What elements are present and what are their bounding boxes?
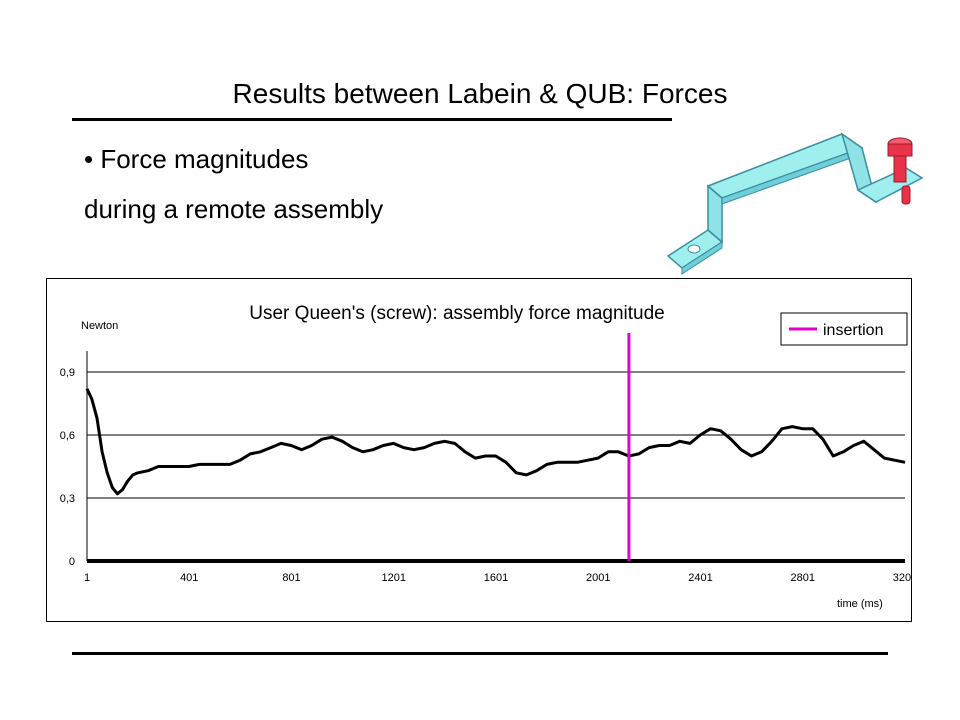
bracket-hole — [687, 244, 701, 254]
x-axis-unit-label: time (ms) — [837, 598, 883, 610]
x-tick-label: 3201 — [893, 572, 911, 584]
screw-tip — [901, 185, 911, 205]
y-tick-label: 0,9 — [60, 367, 75, 379]
screw-head — [887, 143, 913, 157]
footer-rule — [72, 652, 888, 655]
x-tick-label: 2801 — [791, 572, 815, 584]
x-tick-label: 1601 — [484, 572, 508, 584]
series-line-force-magnitude — [85, 388, 906, 496]
bullet-text: • Force magnitudes — [84, 144, 309, 174]
x-tick-label: 2001 — [586, 572, 610, 584]
screw-shaft — [893, 155, 907, 183]
bullet-continuation: during a remote assembly — [84, 194, 384, 224]
legend-box — [780, 312, 908, 346]
x-tick-label: 801 — [282, 572, 300, 584]
chart-panel: User Queen's (screw): assembly force mag… — [46, 278, 912, 622]
bracket-left-foot-edge — [681, 241, 723, 275]
bracket-top-plate — [706, 133, 864, 199]
y-tick-label: 0,6 — [60, 430, 75, 442]
legend-label-insertion: insertion — [823, 322, 883, 339]
part-illustration-icon — [666, 132, 924, 275]
x-tick-label: 401 — [180, 572, 198, 584]
slide-title: Results between Labein & QUB: Forces — [232, 78, 728, 109]
title-underline — [72, 118, 672, 121]
y-axis-unit-label: Newton — [81, 320, 118, 332]
y-tick-label: 0 — [69, 556, 75, 568]
force-magnitude-chart: User Queen's (screw): assembly force mag… — [60, 303, 911, 610]
y-tick-label: 0,3 — [60, 493, 75, 505]
x-tick-label: 1 — [84, 572, 90, 584]
x-tick-label: 2401 — [688, 572, 712, 584]
x-tick-label: 1201 — [382, 572, 406, 584]
chart-title: User Queen's (screw): assembly force mag… — [249, 303, 664, 324]
